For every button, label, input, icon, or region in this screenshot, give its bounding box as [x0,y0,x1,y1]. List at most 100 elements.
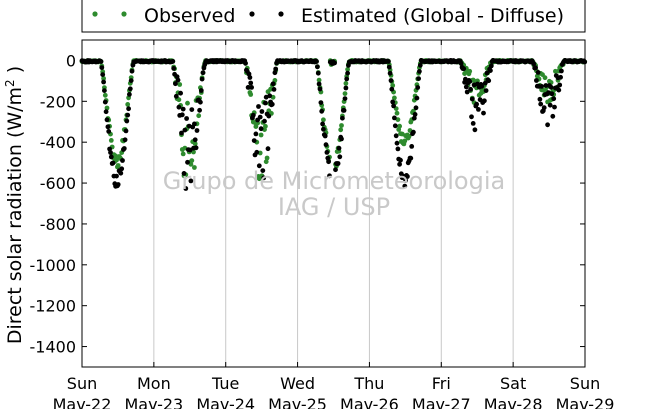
estimated-point [470,121,476,126]
estimated-point [250,112,256,118]
estimated-point [537,96,543,102]
estimated-point [411,115,417,121]
legend-observed-marker [92,11,98,17]
x-tick-date: Mav-25 [268,395,327,409]
estimated-point [128,78,134,83]
legend-box [81,0,586,33]
estimated-point [118,170,124,176]
estimated-point [417,69,422,74]
estimated-point [106,129,112,134]
estimated-point [550,113,556,119]
estimated-point [316,81,322,87]
y-axis-label-superscript: 2 [3,79,17,87]
grid-lines [153,40,514,367]
estimated-point [180,106,186,112]
y-tick-label: 0 [66,51,76,70]
estimated-point [108,154,114,160]
observed-point [345,67,350,72]
estimated-point [556,87,562,93]
estimated-point [247,75,253,80]
estimated-point [327,173,332,179]
estimated-point [321,126,326,132]
estimated-point [403,178,408,183]
estimated-point [120,158,125,163]
observed-point [264,155,270,161]
estimated-point [395,146,401,152]
estimated-point [179,112,185,118]
y-tick-label: -600 [40,174,76,193]
estimated-point [197,107,203,113]
estimated-point [548,84,554,90]
x-tick-date: Mav-28 [484,395,543,409]
estimated-point [192,121,197,127]
estimated-point [171,66,177,71]
estimated-point [126,92,132,97]
estimated-point [199,76,205,82]
estimated-point [269,101,275,107]
estimated-point [103,109,109,115]
observed-point [343,81,349,86]
observed-point [177,82,183,87]
estimated-point [389,86,395,92]
estimated-point [181,171,187,176]
estimated-point [337,154,343,160]
estimated-point [482,80,488,86]
estimated-point [243,60,248,66]
estimated-point [256,163,262,169]
estimated-point [324,150,330,155]
estimated-point [483,88,489,93]
estimated-point [183,186,189,191]
estimated-point [270,81,276,87]
observed-point [192,141,198,147]
observed-point [406,133,412,139]
estimated-point [411,129,416,135]
estimated-point [315,64,320,70]
x-axis: Sun Mav-22 Mon Mav-23 Tue Mav-24 Wed Mav-25 Thu M… [53,40,615,409]
legend-observed-marker [121,11,127,17]
observed-point [185,100,190,106]
observed-point [339,123,344,128]
estimated-point [182,127,188,133]
x-tick-date: Mav-24 [196,395,255,409]
estimated-point [193,145,199,151]
estimated-point [488,68,493,73]
estimated-point [125,112,131,118]
estimated-point [479,83,485,89]
estimated-point [538,101,544,107]
estimated-point [414,95,420,101]
estimated-point [469,96,475,102]
estimated-point [188,178,194,184]
estimated-point [390,99,396,105]
estimated-point [486,78,492,84]
estimated-point [318,100,324,105]
estimated-point [198,88,204,93]
x-tick-weekday: Sun [67,374,97,393]
estimated-point [557,82,563,88]
estimated-point [261,175,267,181]
estimated-point [184,116,190,121]
estimated-point [339,136,344,142]
x-tick-date: Mav-29 [556,395,615,409]
estimated-point [98,59,104,64]
estimated-point [189,107,195,112]
observed-point [263,159,269,165]
estimated-point [392,115,397,121]
estimated-point [415,85,421,90]
estimated-point [481,110,486,116]
estimated-point [104,117,110,123]
estimated-point [129,68,135,74]
estimated-point [173,81,178,87]
estimated-point [417,62,423,68]
estimated-point [551,96,557,102]
observed-point [338,127,344,133]
estimated-point [388,78,394,83]
estimated-point [409,144,415,149]
observed-point [196,113,202,119]
estimated-point [391,103,396,109]
estimated-point [185,159,190,165]
estimated-point [320,121,325,127]
estimated-point [335,161,341,166]
x-tick-weekday: Sat [500,374,526,393]
data-points [79,58,588,191]
estimated-point [122,137,128,143]
